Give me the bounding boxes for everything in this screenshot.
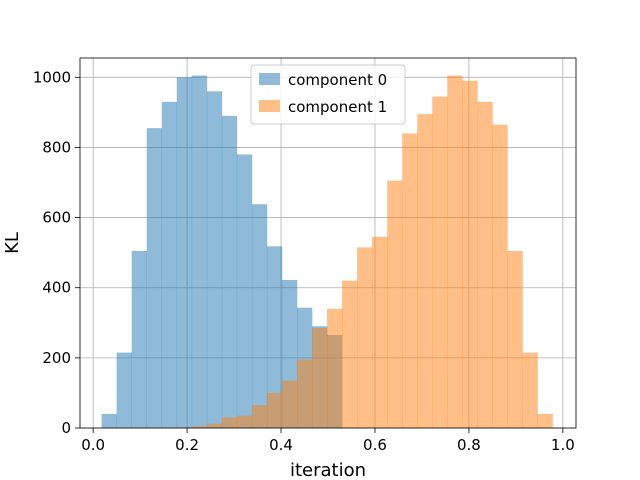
plot-frame [79,57,577,429]
histogram-bar [221,417,238,428]
histogram-bar [417,114,433,429]
legend-label-1: component 1 [288,98,387,116]
histogram-bar [131,250,147,428]
histogram-bar [206,423,223,428]
histogram-bar [327,308,343,428]
histogram-bar [537,413,553,428]
x-tick-label: 0.0 [81,436,105,454]
histogram-bar [146,128,163,428]
histogram-bar [462,80,478,429]
y-tick-label: 0 [61,419,71,437]
y-axis-label: KL [2,232,23,254]
histogram-bar [191,426,208,428]
legend-box [250,64,406,125]
x-tick-label: 0.4 [269,436,293,454]
x-tick-label: 0.8 [457,436,481,454]
histogram-bar [477,101,493,428]
histogram-bar [342,280,358,428]
legend-swatch-1 [259,100,280,112]
histogram-bar [492,124,508,428]
histogram-bar [432,96,448,429]
histogram-bar [357,247,373,428]
series-component-1 [191,75,553,429]
y-tick-label: 800 [42,138,71,156]
legend-label-0: component 0 [288,71,387,89]
histogram-bar [312,328,328,428]
histogram-bar [372,236,388,428]
histogram-bar [266,246,283,428]
histogram-bar [507,250,523,428]
legend-swatch-0 [259,73,280,85]
y-tick-label: 200 [42,349,71,367]
histogram-bar [447,75,463,428]
histogram-bar [402,133,418,429]
histogram-bar [266,392,283,428]
x-tick-label: 0.6 [363,436,387,454]
histogram-bar [236,415,253,428]
histogram-bar [221,115,238,428]
histogram-bar [387,180,403,428]
legend: component 0 component 1 [250,64,406,125]
histogram-bar [251,405,268,428]
y-tick-label: 1000 [33,68,71,86]
x-axis: 0.0 0.2 0.4 0.6 0.8 1.0 [81,428,575,454]
x-tick-label: 0.2 [175,436,199,454]
y-tick-label: 600 [42,209,71,227]
histogram-bar [236,154,253,428]
histogram-bar [281,380,298,428]
histogram-bar [522,352,538,428]
histogram-bar [251,204,268,428]
x-axis-label: iteration [290,460,366,480]
x-tick-label: 1.0 [551,436,575,454]
histogram-bar [116,352,132,428]
y-tick-label: 400 [42,279,71,297]
histogram-bar [191,75,208,428]
histogram-bar [101,413,117,428]
histogram-bar [161,101,178,428]
y-axis: 0 200 400 600 800 1000 [33,68,80,437]
histogram-bar [176,77,193,429]
histogram-bar [297,359,313,428]
histogram-bar [206,91,223,428]
